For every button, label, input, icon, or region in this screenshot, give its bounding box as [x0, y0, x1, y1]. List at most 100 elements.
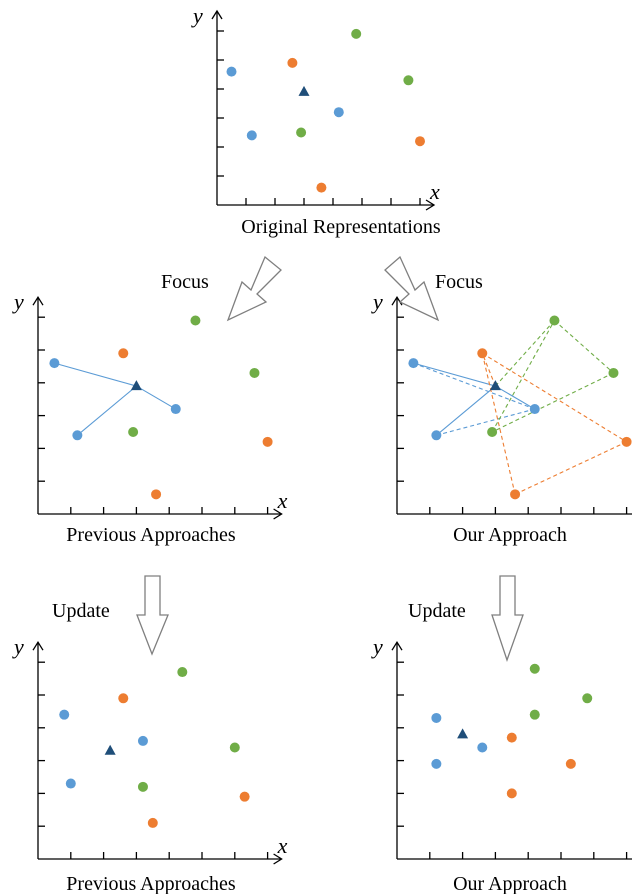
blue-point	[170, 404, 181, 415]
focus-arrow-left	[226, 255, 282, 322]
orange-point	[477, 348, 488, 359]
orange-point	[151, 489, 162, 500]
panel-our-approach-update: xy	[371, 634, 632, 860]
solid-link	[54, 362, 137, 387]
green-point	[582, 693, 593, 704]
solid-link	[77, 385, 137, 436]
caption-our-approach-focus: Our Approach	[453, 524, 567, 546]
y-axis-label: y	[12, 289, 24, 314]
orange-point	[621, 436, 632, 447]
x-axis-arrowhead	[273, 853, 283, 865]
x-axis-arrowhead	[425, 199, 436, 211]
orange-point	[147, 817, 158, 828]
green-point	[403, 75, 414, 86]
panel-previous-approaches-update: xy	[12, 634, 288, 865]
y-axis-label: y	[191, 3, 203, 28]
caption-previous-approaches-focus: Previous Approaches	[66, 524, 236, 546]
y-axis-label: y	[371, 634, 383, 659]
panel-original-representations: xy	[191, 3, 440, 211]
caption-our-approach-update: Our Approach	[453, 873, 567, 894]
orange-point	[262, 436, 273, 447]
dashed-link	[554, 320, 614, 374]
blue-point	[246, 130, 257, 141]
green-point	[128, 427, 139, 437]
dashed-link	[481, 353, 516, 495]
orange-point	[118, 348, 129, 359]
dashed-link	[436, 408, 535, 436]
solid-link	[136, 385, 177, 410]
update-arrow-right	[491, 575, 524, 662]
update-label-right: Update	[408, 600, 466, 622]
anchor-triangle	[104, 744, 116, 755]
blue-point	[59, 709, 70, 720]
orange-point	[506, 788, 517, 799]
caption-original-representations: Original Representations	[241, 216, 441, 238]
dashed-link	[481, 353, 496, 387]
dashed-link	[491, 320, 555, 433]
blue-point	[431, 758, 442, 769]
green-point	[190, 315, 201, 326]
anchor-triangle	[130, 380, 142, 391]
blue-point	[49, 358, 60, 369]
blue-point	[65, 778, 76, 789]
panel-previous-approaches-focus: xy	[12, 289, 288, 520]
x-axis-label: x	[429, 179, 440, 204]
update-arrow-right-shape	[491, 575, 524, 662]
orange-point	[287, 57, 298, 68]
green-point	[529, 709, 540, 720]
x-axis-label: x	[277, 488, 288, 513]
blue-point	[477, 742, 488, 753]
dashed-link	[481, 352, 627, 443]
green-point	[177, 667, 188, 678]
anchor-triangle	[298, 85, 310, 96]
y-axis-label: y	[12, 634, 24, 659]
blue-point	[72, 430, 83, 441]
focus-label-right: Focus	[435, 271, 483, 293]
focus-arrow-right	[384, 255, 440, 322]
green-point	[249, 367, 260, 378]
update-arrow-left-shape	[136, 575, 169, 656]
y-axis-label: y	[371, 289, 383, 314]
caption-previous-approaches-update: Previous Approaches	[66, 873, 236, 894]
blue-point	[529, 404, 540, 415]
panel-our-approach-focus: xy	[371, 289, 632, 515]
y-axis-arrowhead	[391, 640, 403, 651]
green-point	[529, 663, 540, 674]
orange-point	[118, 693, 129, 704]
anchor-triangle	[457, 728, 469, 739]
update-label-left: Update	[52, 600, 110, 622]
green-point	[487, 427, 498, 437]
solid-link	[495, 385, 536, 410]
y-axis-arrowhead	[32, 640, 44, 651]
blue-point	[333, 107, 344, 118]
green-point	[296, 127, 307, 138]
focus-arrow-right-shape	[384, 255, 440, 322]
focus-label-left: Focus	[161, 271, 209, 293]
orange-point	[506, 732, 517, 743]
y-axis-arrowhead	[211, 9, 223, 20]
green-point	[608, 367, 619, 378]
blue-point	[137, 735, 148, 746]
focus-arrow-left-shape	[226, 255, 282, 322]
dashed-link	[514, 441, 627, 495]
green-point	[351, 28, 362, 39]
orange-point	[510, 489, 521, 500]
green-point	[549, 315, 560, 326]
blue-point	[431, 712, 442, 723]
dashed-link	[413, 362, 535, 410]
anchor-triangle	[489, 380, 501, 391]
blue-point	[226, 66, 237, 77]
dashed-link	[494, 320, 555, 387]
green-point	[229, 742, 240, 753]
update-arrow-left	[136, 575, 169, 656]
solid-link	[436, 385, 496, 436]
solid-link	[413, 362, 496, 387]
green-point	[137, 781, 148, 792]
orange-point	[565, 758, 576, 769]
blue-point	[431, 430, 442, 441]
blue-point	[408, 358, 419, 369]
dashed-link	[491, 372, 614, 433]
orange-point	[415, 136, 425, 147]
y-axis-arrowhead	[32, 295, 44, 306]
